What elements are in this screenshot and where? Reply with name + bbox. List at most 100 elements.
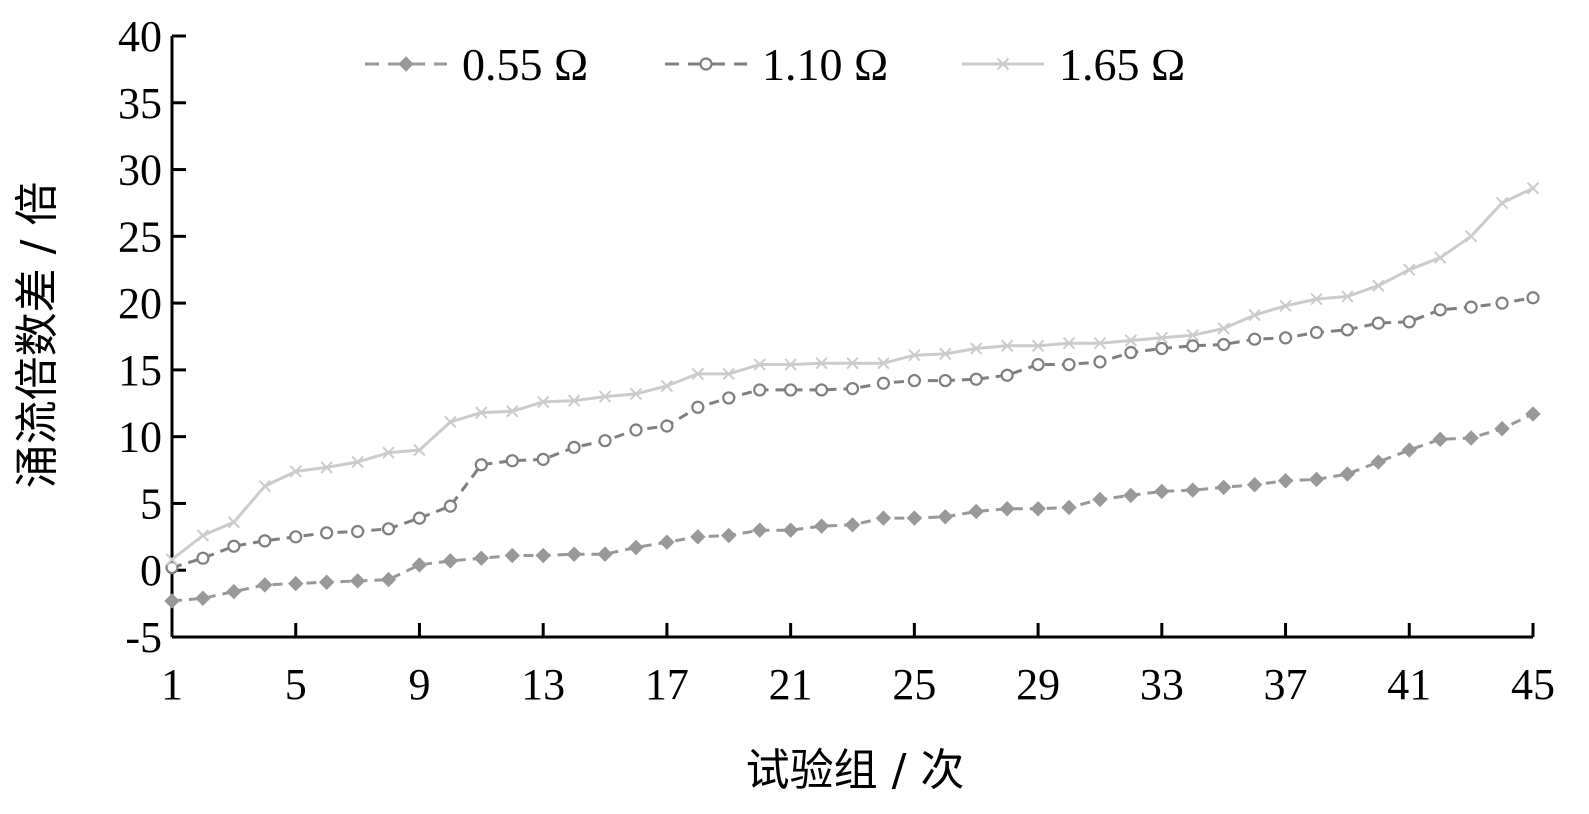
data-point xyxy=(227,515,241,529)
y-tick-label: 35 xyxy=(118,79,162,128)
data-point xyxy=(1217,337,1231,352)
data-point xyxy=(753,358,766,371)
data-point xyxy=(195,590,211,606)
data-point xyxy=(1000,339,1014,353)
y-tick-label: -5 xyxy=(125,613,162,662)
data-point xyxy=(351,455,364,469)
data-point xyxy=(1278,331,1293,345)
data-point xyxy=(1123,487,1139,504)
data-point xyxy=(722,391,736,405)
data-point xyxy=(1186,339,1200,353)
y-tick-label: 20 xyxy=(118,279,162,328)
data-point xyxy=(413,443,426,457)
data-point xyxy=(1402,315,1416,329)
series-2 xyxy=(165,291,1540,575)
y-tick-label: 0 xyxy=(140,546,162,595)
data-point xyxy=(1403,263,1416,276)
x-tick-label: 21 xyxy=(769,660,813,709)
data-point xyxy=(815,357,828,370)
data-point xyxy=(1092,491,1108,508)
data-point xyxy=(908,348,921,362)
data-point xyxy=(350,524,365,539)
legend-swatch-marker xyxy=(398,56,414,72)
data-point xyxy=(196,551,210,565)
data-point xyxy=(876,376,891,390)
legend: 0.55 Ω 1.10 Ω 1.65 Ω xyxy=(365,39,1185,90)
series-1 xyxy=(164,406,1541,609)
data-point xyxy=(970,342,983,355)
data-point xyxy=(1061,499,1077,516)
x-tick-label: 9 xyxy=(408,660,430,709)
data-point xyxy=(1155,331,1169,345)
data-point xyxy=(1494,420,1510,437)
data-point xyxy=(1464,300,1478,314)
legend-swatch-marker xyxy=(996,57,1010,71)
data-point xyxy=(1248,332,1262,346)
data-point xyxy=(845,381,860,396)
data-point xyxy=(165,560,179,575)
data-point xyxy=(1339,466,1356,482)
data-point xyxy=(1463,430,1479,446)
data-point xyxy=(1277,473,1294,489)
y-axis-title: 涌流倍数差 / 倍 xyxy=(12,182,63,489)
data-point xyxy=(597,546,613,562)
data-point xyxy=(1495,196,1509,210)
data-point xyxy=(1185,482,1201,498)
y-tick-label: 40 xyxy=(118,12,162,61)
data-point xyxy=(227,539,241,553)
data-point xyxy=(1186,328,1199,342)
data-point xyxy=(535,547,551,564)
data-point xyxy=(1248,308,1261,322)
data-point xyxy=(813,518,830,534)
data-point xyxy=(753,383,767,397)
data-point xyxy=(164,593,180,609)
data-point xyxy=(1464,230,1478,243)
data-point xyxy=(475,406,488,419)
data-point xyxy=(289,530,303,544)
legend-label: 1.10 Ω xyxy=(762,39,888,90)
x-tick-label: 37 xyxy=(1264,660,1308,709)
data-point xyxy=(1093,355,1107,369)
x-tick-label: 17 xyxy=(645,660,689,709)
data-point xyxy=(782,522,799,538)
data-point xyxy=(691,367,705,381)
data-point xyxy=(846,357,859,370)
data-point xyxy=(1433,251,1447,264)
data-point xyxy=(784,383,798,397)
data-point xyxy=(1340,323,1355,337)
series-layer xyxy=(164,182,1541,609)
data-point xyxy=(814,383,829,397)
x-tick-label: 13 xyxy=(521,660,565,709)
data-point xyxy=(938,373,952,388)
x-tick-label: 45 xyxy=(1511,660,1555,709)
data-point xyxy=(660,419,674,433)
data-point xyxy=(1062,357,1076,372)
data-point xyxy=(1341,290,1354,303)
data-point xyxy=(257,577,273,593)
y-tick-label: 10 xyxy=(118,413,162,462)
data-point xyxy=(473,550,490,566)
data-point xyxy=(1308,471,1325,488)
data-point xyxy=(722,367,735,381)
legend-item-3: 1.65 Ω xyxy=(962,39,1185,90)
data-point xyxy=(1093,336,1107,350)
data-point xyxy=(1124,345,1138,360)
data-point xyxy=(659,534,675,550)
data-point xyxy=(320,461,333,474)
data-point xyxy=(1310,292,1323,306)
data-point xyxy=(349,573,366,589)
data-point xyxy=(1124,334,1138,347)
series-line-1 xyxy=(171,412,1534,603)
x-tick-label: 41 xyxy=(1387,660,1431,709)
y-tick-label: 30 xyxy=(118,146,162,195)
data-point xyxy=(1246,477,1263,493)
data-point xyxy=(567,440,581,454)
x-tick-label: 1 xyxy=(161,660,183,709)
data-point xyxy=(1372,279,1385,292)
data-point xyxy=(289,465,302,478)
data-point xyxy=(536,452,550,466)
data-point xyxy=(1432,431,1448,448)
data-point xyxy=(969,372,983,386)
data-point xyxy=(1309,325,1324,340)
